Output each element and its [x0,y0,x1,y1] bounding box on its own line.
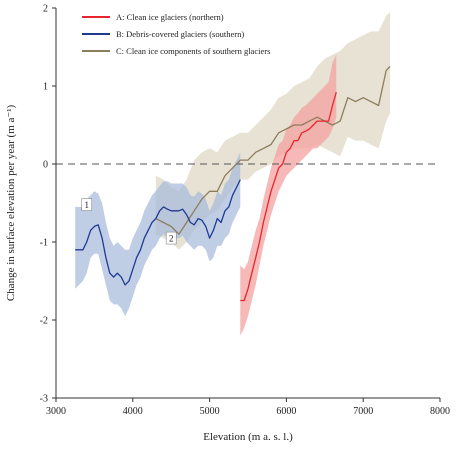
legend-label-a: A: Clean ice glaciers (northern) [116,12,224,22]
legend-label-c: C: Clean ice components of southern glac… [116,46,270,56]
y-tick-label: 2 [43,4,48,15]
annotation-2: 2 [165,231,177,245]
x-tick-label: 4000 [123,406,143,417]
x-tick-label: 5000 [200,406,220,417]
x-tick-label: 8000 [430,406,450,417]
y-tick-label: -2 [40,316,48,327]
x-tick-label: 3000 [46,406,66,417]
series-band-a [240,54,337,336]
annotation-label: 2 [169,234,174,244]
y-tick-label: -1 [40,238,48,249]
annotations: 12 [81,198,177,245]
x-tick-label: 7000 [353,406,373,417]
y-axis-title: Change in surface elevation per year (m … [5,105,17,302]
x-axis-title: Elevation (m a. s. l.) [203,431,293,443]
legend: A: Clean ice glaciers (northern) B: Debri… [82,12,270,56]
x-tick-label: 6000 [276,406,296,417]
annotation-1: 1 [81,198,93,211]
y-tick-label: -3 [40,394,48,405]
series-line-a [240,92,337,302]
legend-label-b: B: Debris-covered glaciers (southern) [116,29,244,39]
uncertainty-bands [75,11,391,336]
series-line-b [75,179,241,286]
series-lines [75,66,391,302]
y-tick-label: 0 [43,160,48,171]
series-band-b [75,152,241,317]
axes [55,8,440,399]
annotation-box [81,198,93,211]
series-line-c [155,66,391,235]
annotation-label: 1 [84,200,89,210]
y-tick-label: 1 [43,82,48,93]
annotation-box [165,231,177,245]
